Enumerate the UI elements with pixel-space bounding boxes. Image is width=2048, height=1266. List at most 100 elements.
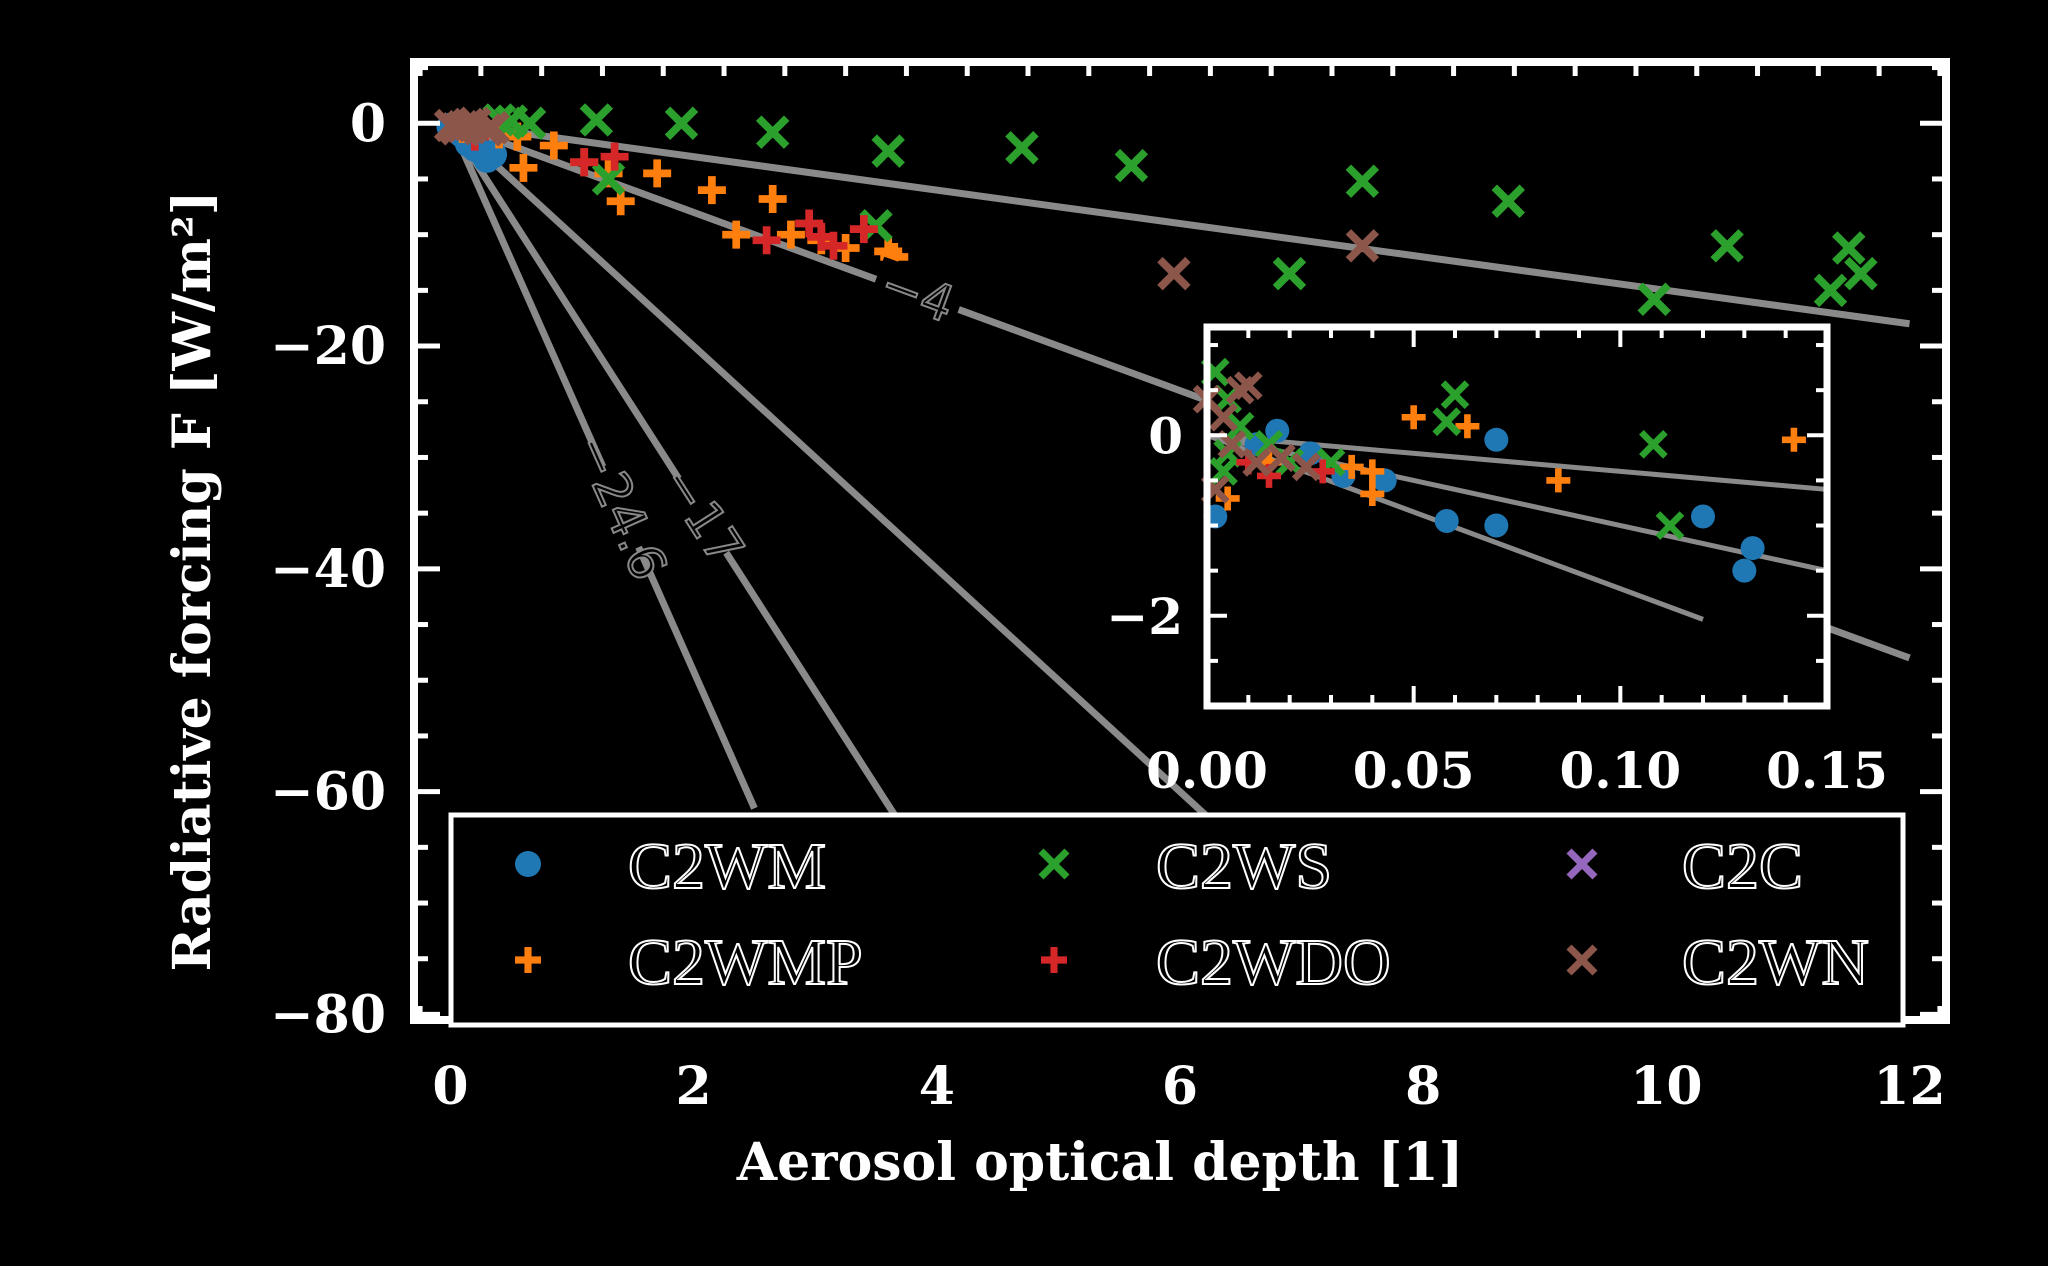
legend-label-c2c: C2C — [1682, 830, 1803, 903]
y-tick-label: −40 — [270, 539, 386, 600]
legend-entry-c2wn: C2WN — [1566, 925, 1870, 1000]
inset-point-c2wm-6 — [1434, 509, 1459, 534]
fit-line-3 — [447, 121, 758, 810]
inset-point-c2ws-2 — [1225, 411, 1255, 441]
point-c2wmp-4 — [539, 131, 568, 160]
y-tick-label: −60 — [270, 762, 386, 823]
inset-point-c2wmp-5 — [1455, 414, 1480, 439]
inset-plot-frame — [1203, 323, 1831, 710]
fit-line-4 — [448, 120, 1244, 850]
inset-point-c2wmp-6 — [1546, 468, 1571, 493]
inset-point-c2wm-9 — [1691, 504, 1715, 529]
legend-entry-c2wmp: C2WMP — [515, 925, 864, 1000]
inset-x-tick-label: 0.15 — [1766, 741, 1888, 800]
inset-point-c2wm-7 — [1484, 427, 1509, 452]
point-c2ws-14 — [1637, 282, 1671, 316]
point-c2ws-5 — [664, 106, 699, 140]
inset-point-c2wmp-8 — [1360, 481, 1385, 506]
inset-tick-labels: 0.00 0.05 0.10 0.15 0 −2 — [1106, 406, 1888, 800]
inset-point-c2wm-10 — [1732, 558, 1757, 583]
legend-label-c2ws: C2WS — [1156, 830, 1332, 903]
legend-entry-c2wm: C2WM — [515, 829, 827, 904]
inset-point-c2wn-6 — [1267, 443, 1296, 473]
legend-label-c2wmp: C2WMP — [628, 926, 863, 999]
point-c2ws-17 — [1832, 231, 1866, 265]
main-slope-labels: −4−17−24.6 — [562, 253, 967, 590]
point-c2wmp-11 — [758, 185, 787, 214]
slope-label-gap — [580, 456, 661, 557]
inset-point-c2wmp-3 — [1360, 459, 1385, 484]
main-plot-panel: −4−17−24.6 0 2 4 6 8 10 120−20−40−60−80 — [270, 58, 1950, 1117]
inset-point-c2wmp-4 — [1401, 405, 1426, 430]
point-c2wmp-8 — [643, 159, 672, 188]
inset-x-tick-label: 0.00 — [1146, 741, 1268, 800]
legend-entry-c2wdo: C2WDO — [1041, 925, 1392, 1000]
legend: C2WM C2WMP C2WS C2WDO C2C C2WN — [448, 812, 1906, 1028]
point-c2wn-6 — [476, 111, 510, 145]
point-c2ws-15 — [1710, 229, 1744, 263]
x-tick-label: 10 — [1630, 1056, 1702, 1117]
legend-marker-c2c — [1566, 848, 1598, 880]
inset-point-c2ws-8 — [1440, 380, 1470, 410]
inset-point-c2wmp-2 — [1339, 454, 1364, 479]
y-tick-label: −80 — [270, 984, 386, 1045]
point-c2wn-7 — [1157, 256, 1191, 291]
inset-point-c2ws-10 — [1655, 511, 1685, 540]
x-tick-label: 0 — [432, 1056, 468, 1117]
point-c2ws-10 — [1114, 148, 1149, 183]
slope-label-gap — [867, 256, 967, 333]
point-c2ws-16 — [1813, 273, 1848, 308]
fit-line-2 — [447, 121, 904, 826]
inset-plot-panel: 0.00 0.05 0.10 0.15 0 −2 — [1106, 323, 1888, 800]
point-c2ws-6 — [755, 115, 790, 149]
point-c2ws-12 — [1345, 164, 1380, 198]
inset-point-c2ws-9 — [1639, 429, 1668, 459]
x-tick-label: 6 — [1162, 1056, 1198, 1117]
point-c2ws-8 — [871, 134, 905, 168]
x-tick-label: 2 — [676, 1056, 712, 1117]
point-c2wmp-9 — [697, 176, 726, 205]
inset-point-c2wn-5 — [1242, 448, 1271, 477]
point-c2wdo-2 — [600, 142, 629, 171]
point-c2wdo-6 — [819, 231, 848, 260]
inset-background — [1207, 327, 1827, 706]
main-data-points — [433, 103, 1878, 316]
inset-point-c2ws-7 — [1432, 407, 1462, 437]
point-c2wmp-12 — [776, 220, 805, 249]
x-tick-label: 4 — [919, 1056, 955, 1117]
legend-marker-c2ws — [1038, 848, 1070, 880]
inset-point-c2wn-1 — [1209, 402, 1238, 432]
inset-point-c2wm-8 — [1484, 513, 1509, 538]
x-tick-label: 8 — [1405, 1056, 1441, 1117]
legend-box — [448, 812, 1906, 1028]
legend-entries: C2WM C2WMP C2WS C2WDO C2C C2WN — [515, 829, 1870, 1000]
point-c2ws-3 — [579, 103, 614, 137]
point-c2ws-9 — [1005, 131, 1039, 165]
legend-label-c2wn: C2WN — [1682, 926, 1869, 999]
legend-label-c2wm: C2WM — [628, 830, 826, 903]
point-c2ws-18 — [1844, 256, 1878, 291]
slope-label-gap — [658, 465, 747, 566]
inset-y-tick-label: −2 — [1106, 587, 1183, 646]
main-tick-labels: 0 2 4 6 8 10 120−20−40−60−80 — [270, 93, 1946, 1117]
legend-label-c2wdo: C2WDO — [1156, 926, 1391, 999]
point-c2ws-13 — [1491, 184, 1526, 218]
legend-marker-c2wdo — [1041, 947, 1067, 973]
point-c2wmp-3 — [509, 153, 538, 182]
point-c2ws-2 — [512, 106, 547, 140]
inset-point-c2wm-2 — [1265, 418, 1290, 443]
inset-point-c2wm-11 — [1740, 536, 1765, 561]
inset-data-points — [1192, 357, 1806, 583]
inset-point-c2wn-4 — [1233, 371, 1263, 400]
point-c2wdo-7 — [849, 215, 878, 244]
point-c2ws-11 — [1272, 256, 1307, 291]
legend-entry-c2c: C2C — [1566, 829, 1804, 904]
legend-marker-c2wn — [1566, 944, 1598, 976]
legend-entry-c2ws: C2WS — [1038, 829, 1333, 904]
y-tick-label: −20 — [270, 316, 386, 377]
x-tick-label: 12 — [1873, 1056, 1945, 1117]
legend-marker-c2wm — [515, 851, 541, 877]
point-c2wn-8 — [1345, 229, 1380, 263]
y-axis-title: Radiative forcing F [W/m²] — [162, 191, 223, 972]
